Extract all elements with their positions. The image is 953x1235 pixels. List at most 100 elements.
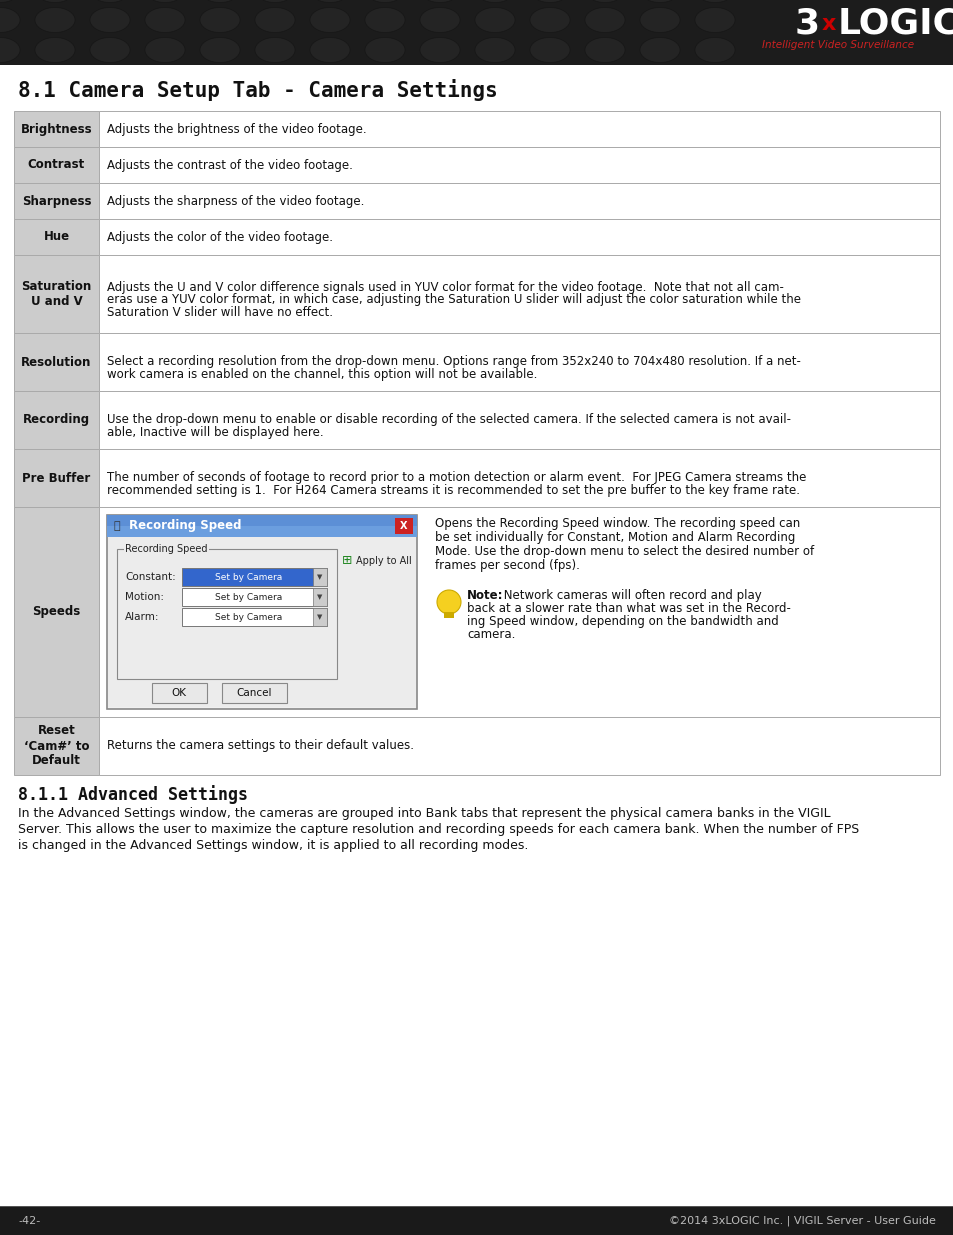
Text: Set by Camera: Set by Camera bbox=[214, 573, 282, 582]
Text: Set by Camera: Set by Camera bbox=[214, 613, 282, 621]
Text: camera.: camera. bbox=[467, 629, 515, 641]
Ellipse shape bbox=[200, 0, 240, 2]
Ellipse shape bbox=[639, 7, 679, 32]
Text: 🎥: 🎥 bbox=[113, 521, 120, 531]
Bar bbox=[99, 508, 939, 718]
Ellipse shape bbox=[365, 0, 405, 2]
Ellipse shape bbox=[254, 7, 294, 32]
Text: Set by Camera: Set by Camera bbox=[214, 593, 282, 601]
Ellipse shape bbox=[145, 37, 185, 63]
Text: Recording Speed: Recording Speed bbox=[129, 520, 241, 532]
Text: Constant:: Constant: bbox=[125, 572, 175, 582]
Text: Adjusts the color of the video footage.: Adjusts the color of the video footage. bbox=[107, 231, 333, 243]
Text: 8.1 Camera Setup Tab - Camera Settings: 8.1 Camera Setup Tab - Camera Settings bbox=[18, 79, 497, 101]
Ellipse shape bbox=[584, 37, 624, 63]
Ellipse shape bbox=[419, 7, 459, 32]
Text: Use the drop-down menu to enable or disable recording of the selected camera. If: Use the drop-down menu to enable or disa… bbox=[107, 412, 790, 426]
Text: Recording Speed: Recording Speed bbox=[125, 543, 208, 555]
Circle shape bbox=[436, 590, 460, 614]
Text: Brightness: Brightness bbox=[21, 122, 92, 136]
Text: Reset
‘Cam#’ to
Default: Reset ‘Cam#’ to Default bbox=[24, 725, 90, 767]
Bar bbox=[14, 718, 99, 776]
Bar bbox=[99, 333, 939, 391]
Text: ▼: ▼ bbox=[317, 594, 322, 600]
Text: Select a recording resolution from the drop-down menu. Options range from 352x24: Select a recording resolution from the d… bbox=[107, 354, 800, 368]
Text: Adjusts the brightness of the video footage.: Adjusts the brightness of the video foot… bbox=[107, 122, 366, 136]
Text: Apply to All: Apply to All bbox=[355, 556, 412, 566]
Ellipse shape bbox=[0, 37, 20, 63]
Ellipse shape bbox=[35, 37, 75, 63]
Bar bbox=[313, 568, 327, 585]
Ellipse shape bbox=[200, 7, 240, 32]
Text: ⊞: ⊞ bbox=[341, 555, 352, 568]
Text: frames per second (fps).: frames per second (fps). bbox=[435, 559, 579, 572]
Text: Speeds: Speeds bbox=[32, 605, 81, 619]
Text: Hue: Hue bbox=[44, 231, 70, 243]
Bar bbox=[14, 219, 99, 254]
Bar bbox=[14, 508, 99, 718]
Text: Mode. Use the drop-down menu to select the desired number of: Mode. Use the drop-down menu to select t… bbox=[435, 545, 813, 558]
Bar bbox=[14, 391, 99, 450]
Bar bbox=[99, 254, 939, 333]
Bar bbox=[443, 613, 454, 618]
Bar bbox=[107, 526, 416, 537]
Text: LOGIC: LOGIC bbox=[837, 7, 953, 41]
Bar bbox=[99, 147, 939, 183]
Ellipse shape bbox=[695, 0, 734, 2]
Ellipse shape bbox=[145, 7, 185, 32]
Ellipse shape bbox=[254, 37, 294, 63]
Text: ing Speed window, depending on the bandwidth and: ing Speed window, depending on the bandw… bbox=[467, 615, 778, 629]
Bar bbox=[182, 588, 327, 606]
Ellipse shape bbox=[310, 37, 350, 63]
Bar bbox=[99, 450, 939, 508]
Ellipse shape bbox=[0, 7, 20, 32]
Bar bbox=[313, 588, 327, 606]
Text: back at a slower rate than what was set in the Record-: back at a slower rate than what was set … bbox=[467, 601, 790, 615]
Text: ©2014 3xLOGIC Inc. | VIGIL Server - User Guide: ©2014 3xLOGIC Inc. | VIGIL Server - User… bbox=[668, 1215, 935, 1226]
Ellipse shape bbox=[419, 0, 459, 2]
Text: X: X bbox=[400, 521, 407, 531]
Ellipse shape bbox=[365, 7, 405, 32]
Ellipse shape bbox=[530, 0, 569, 2]
Ellipse shape bbox=[90, 0, 130, 2]
Bar bbox=[152, 683, 207, 703]
Bar bbox=[313, 608, 327, 626]
Text: Resolution: Resolution bbox=[21, 356, 91, 368]
Ellipse shape bbox=[530, 7, 569, 32]
Text: Adjusts the sharpness of the video footage.: Adjusts the sharpness of the video foota… bbox=[107, 194, 364, 207]
Ellipse shape bbox=[584, 7, 624, 32]
Ellipse shape bbox=[365, 37, 405, 63]
Text: Adjusts the U and V color difference signals used in YUV color format for the vi: Adjusts the U and V color difference sig… bbox=[107, 280, 783, 294]
Bar bbox=[14, 111, 99, 147]
Ellipse shape bbox=[639, 37, 679, 63]
Ellipse shape bbox=[310, 7, 350, 32]
Ellipse shape bbox=[0, 0, 20, 2]
Bar bbox=[99, 391, 939, 450]
Text: 8.1.1 Advanced Settings: 8.1.1 Advanced Settings bbox=[18, 785, 248, 804]
Ellipse shape bbox=[254, 0, 294, 2]
Bar bbox=[0, 0, 953, 65]
Ellipse shape bbox=[530, 37, 569, 63]
Ellipse shape bbox=[475, 0, 515, 2]
Text: Opens the Recording Speed window. The recording speed can: Opens the Recording Speed window. The re… bbox=[435, 517, 800, 530]
Bar bbox=[0, 1205, 953, 1207]
Bar bbox=[117, 550, 336, 679]
Ellipse shape bbox=[35, 0, 75, 2]
Ellipse shape bbox=[475, 7, 515, 32]
Text: Alarm:: Alarm: bbox=[125, 613, 159, 622]
Text: Intelligent Video Surveillance: Intelligent Video Surveillance bbox=[761, 40, 913, 49]
Text: eras use a YUV color format, in which case, adjusting the Saturation U slider wi: eras use a YUV color format, in which ca… bbox=[107, 294, 801, 306]
Bar bbox=[99, 111, 939, 147]
Bar bbox=[99, 183, 939, 219]
Text: 3: 3 bbox=[794, 7, 820, 41]
Bar bbox=[14, 450, 99, 508]
Text: Saturation V slider will have no effect.: Saturation V slider will have no effect. bbox=[107, 306, 333, 320]
Text: Saturation
U and V: Saturation U and V bbox=[21, 280, 91, 308]
Text: Recording: Recording bbox=[23, 414, 90, 426]
Text: Pre Buffer: Pre Buffer bbox=[22, 472, 91, 484]
Text: Adjusts the contrast of the video footage.: Adjusts the contrast of the video footag… bbox=[107, 158, 353, 172]
Text: In the Advanced Settings window, the cameras are grouped into Bank tabs that rep: In the Advanced Settings window, the cam… bbox=[18, 806, 830, 820]
Text: Cancel: Cancel bbox=[236, 688, 272, 698]
Ellipse shape bbox=[310, 0, 350, 2]
Text: is changed in the Advanced Settings window, it is applied to all recording modes: is changed in the Advanced Settings wind… bbox=[18, 839, 528, 852]
